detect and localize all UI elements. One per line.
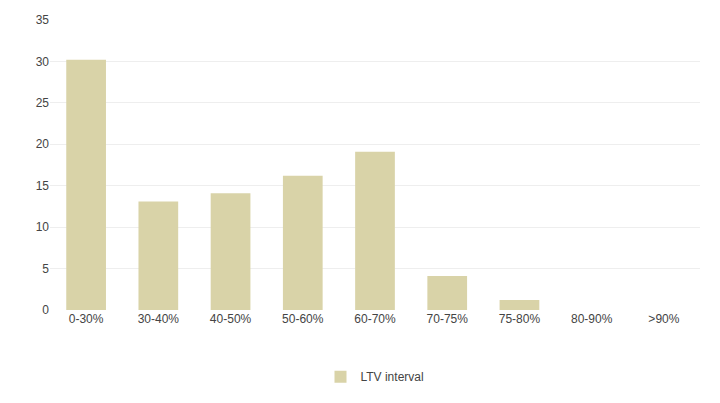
svg-text:30-40%: 30-40% xyxy=(138,312,180,326)
svg-text:>90%: >90% xyxy=(648,312,679,326)
svg-text:5: 5 xyxy=(42,262,49,276)
svg-text:60-70%: 60-70% xyxy=(354,312,396,326)
svg-text:50-60%: 50-60% xyxy=(282,312,324,326)
svg-text:40-50%: 40-50% xyxy=(210,312,252,326)
svg-text:70-75%: 70-75% xyxy=(427,312,469,326)
svg-text:10: 10 xyxy=(36,220,50,234)
svg-text:75-80%: 75-80% xyxy=(499,312,541,326)
svg-text:0: 0 xyxy=(42,303,49,317)
svg-text:20: 20 xyxy=(36,137,50,151)
svg-text:LTV interval: LTV interval xyxy=(361,370,424,384)
svg-text:0-30%: 0-30% xyxy=(69,312,104,326)
svg-text:30: 30 xyxy=(36,55,50,69)
svg-text:35: 35 xyxy=(36,13,50,27)
svg-text:15: 15 xyxy=(36,179,50,193)
svg-text:80-90%: 80-90% xyxy=(571,312,613,326)
svg-text:25: 25 xyxy=(36,96,50,110)
